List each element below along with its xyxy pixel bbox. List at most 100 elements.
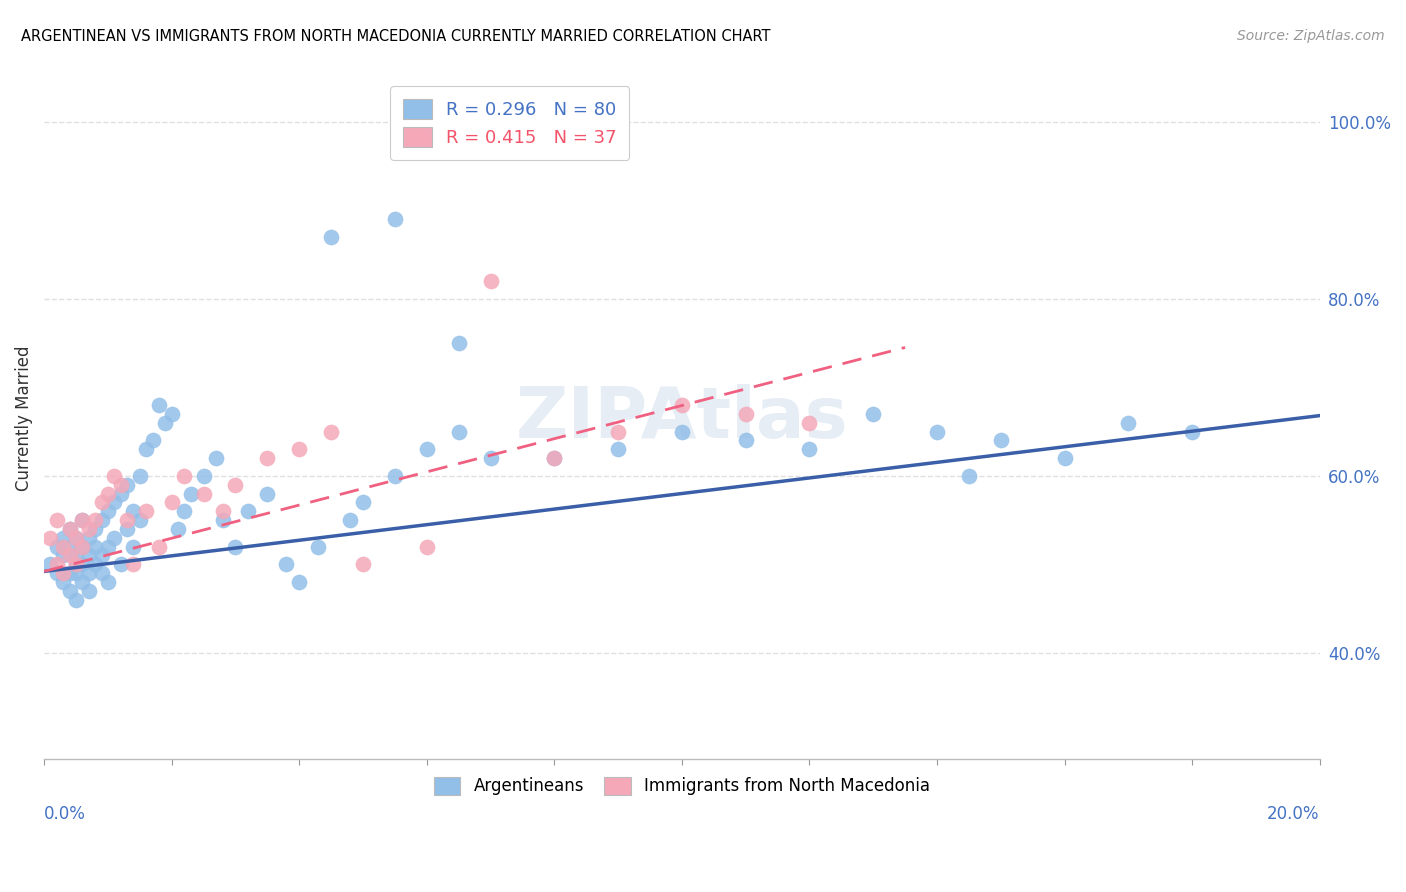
Point [352,495,374,509]
Point [148,540,170,554]
Point [52,549,75,563]
Point [224,540,246,554]
Text: ZIPAtlas: ZIPAtlas [516,384,848,453]
Point [97,486,120,500]
Point [97,575,120,590]
Point [72,540,94,554]
Point [39,558,62,572]
Point [128,468,150,483]
Point [671,398,693,412]
Point [115,513,138,527]
Point [103,531,125,545]
Point [288,442,311,457]
Point [72,575,94,590]
Point [72,513,94,527]
Point [77,531,100,545]
Point [180,486,202,500]
Point [416,540,439,554]
Point [671,425,693,439]
Point [416,442,439,457]
Point [339,513,361,527]
Point [205,451,228,466]
Point [115,477,138,491]
Point [238,504,260,518]
Point [52,566,75,581]
Point [173,504,195,518]
Point [59,583,82,598]
Point [479,451,502,466]
Point [84,558,107,572]
Point [148,398,170,412]
Point [110,486,132,500]
Point [479,274,502,288]
Point [173,468,195,483]
Point [52,540,75,554]
Point [72,558,94,572]
Point [276,558,298,572]
Text: Source: ZipAtlas.com: Source: ZipAtlas.com [1237,29,1385,43]
Point [59,522,82,536]
Point [45,540,67,554]
Point [59,522,82,536]
Point [193,486,215,500]
Point [84,513,107,527]
Point [65,531,87,545]
Point [90,513,112,527]
Point [256,451,278,466]
Point [77,583,100,598]
Point [122,504,145,518]
Point [447,425,470,439]
Point [110,477,132,491]
Point [224,477,246,491]
Point [211,504,233,518]
Point [155,416,177,430]
Point [72,540,94,554]
Point [141,434,163,448]
Point [65,558,87,572]
Point [384,212,406,227]
Point [97,504,120,518]
Point [135,504,157,518]
Point [384,468,406,483]
Point [193,468,215,483]
Point [59,566,82,581]
Point [103,468,125,483]
Point [160,495,183,509]
Point [319,425,342,439]
Point [990,434,1012,448]
Point [447,336,470,351]
Point [39,531,62,545]
Point [59,540,82,554]
Point [211,513,233,527]
Point [135,442,157,457]
Point [352,558,374,572]
Point [65,592,87,607]
Point [59,549,82,563]
Point [862,407,884,421]
Point [65,549,87,563]
Point [122,558,145,572]
Point [734,434,756,448]
Point [319,229,342,244]
Point [110,558,132,572]
Point [45,566,67,581]
Point [543,451,565,466]
Text: 0.0%: 0.0% [44,805,86,823]
Point [256,486,278,500]
Point [115,522,138,536]
Point [925,425,948,439]
Point [307,540,329,554]
Text: 20.0%: 20.0% [1267,805,1320,823]
Point [45,558,67,572]
Point [799,442,821,457]
Point [97,540,120,554]
Legend: Argentineans, Immigrants from North Macedonia: Argentineans, Immigrants from North Mace… [427,770,936,802]
Y-axis label: Currently Married: Currently Married [15,345,32,491]
Point [84,540,107,554]
Point [167,522,190,536]
Point [90,549,112,563]
Point [543,451,565,466]
Point [1053,451,1076,466]
Point [52,531,75,545]
Point [90,495,112,509]
